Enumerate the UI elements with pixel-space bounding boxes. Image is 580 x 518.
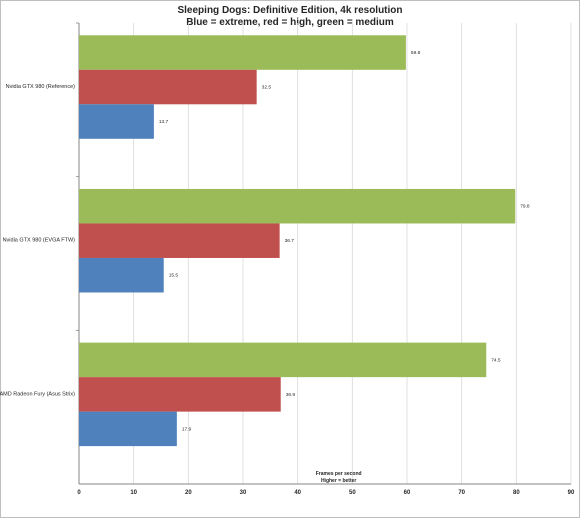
x-tick-label: 0: [77, 490, 81, 496]
x-tick-label: 40: [294, 490, 301, 496]
x-tick-label: 50: [349, 490, 356, 496]
tick-labels: 0 10 20 30 40 50 60 70 80 90: [77, 490, 575, 496]
category-labels: Nvidia GTX 980 (Reference) Nvidia GTX 980…: [0, 84, 75, 397]
x-axis-subtitle: Higher = better: [321, 478, 356, 484]
x-tick-label: 90: [568, 490, 575, 496]
data-label: 36.9: [286, 392, 296, 398]
category-label: Nvidia GTX 980 (EVGA FTW): [3, 238, 76, 244]
x-tick-label: 20: [185, 490, 192, 496]
chart-title-block: Sleeping Dogs: Definitive Edition, 4k re…: [0, 5, 580, 29]
x-tick-label: 30: [240, 490, 247, 496]
chart-title: Sleeping Dogs: Definitive Edition, 4k re…: [177, 5, 403, 16]
x-tick-label: 70: [458, 490, 465, 496]
bar-medium: [79, 342, 487, 378]
category-label: AMD Radeon Fury (Asus Strix): [0, 391, 75, 397]
data-label: 74.5: [491, 357, 501, 363]
category-label: Nvidia GTX 980 (Reference): [6, 84, 76, 90]
bar-medium: [79, 188, 516, 224]
data-label: 17.9: [182, 426, 192, 432]
data-label: 59.8: [411, 50, 421, 56]
data-label: 79.8: [520, 204, 530, 210]
bar-medium: [79, 35, 406, 70]
bar-high: [79, 223, 280, 258]
data-label: 15.5: [169, 273, 179, 279]
data-labels: 59.8 32.5 13.7 79.8 36.7 15.5 74.5 36.9 17.9: [159, 50, 530, 432]
data-label: 13.7: [159, 119, 169, 125]
data-label: 32.5: [262, 85, 272, 91]
x-tick-label: 10: [130, 490, 137, 496]
bar-extreme: [79, 104, 154, 139]
x-axis-title: Frames per second: [316, 471, 362, 477]
chart-subtitle: Blue = extreme, red = high, green = medi…: [186, 17, 394, 28]
bar-high: [79, 69, 257, 105]
x-tick-label: 60: [404, 490, 411, 496]
bar-extreme: [79, 257, 164, 293]
data-label: 36.7: [285, 238, 295, 244]
bar-extreme: [79, 411, 177, 447]
bar-high: [79, 377, 281, 412]
x-tick-label: 80: [513, 490, 520, 496]
bars: [79, 35, 516, 447]
